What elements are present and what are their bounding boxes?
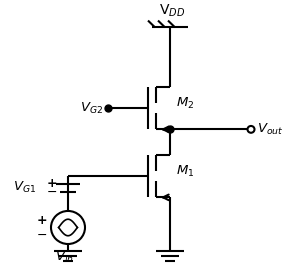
Text: V$_{G1}$: V$_{G1}$	[13, 180, 36, 195]
Text: V$_{out}$: V$_{out}$	[257, 122, 284, 137]
Text: V$_{in}$: V$_{in}$	[55, 250, 74, 265]
Text: M$_2$: M$_2$	[176, 96, 195, 111]
Text: $-$: $-$	[46, 185, 58, 198]
Text: M$_1$: M$_1$	[176, 163, 195, 179]
Text: V$_{DD}$: V$_{DD}$	[159, 2, 185, 19]
Text: +: +	[36, 214, 47, 227]
Text: V$_{G2}$: V$_{G2}$	[80, 100, 103, 116]
Text: +: +	[47, 177, 57, 190]
Text: $-$: $-$	[36, 228, 47, 241]
